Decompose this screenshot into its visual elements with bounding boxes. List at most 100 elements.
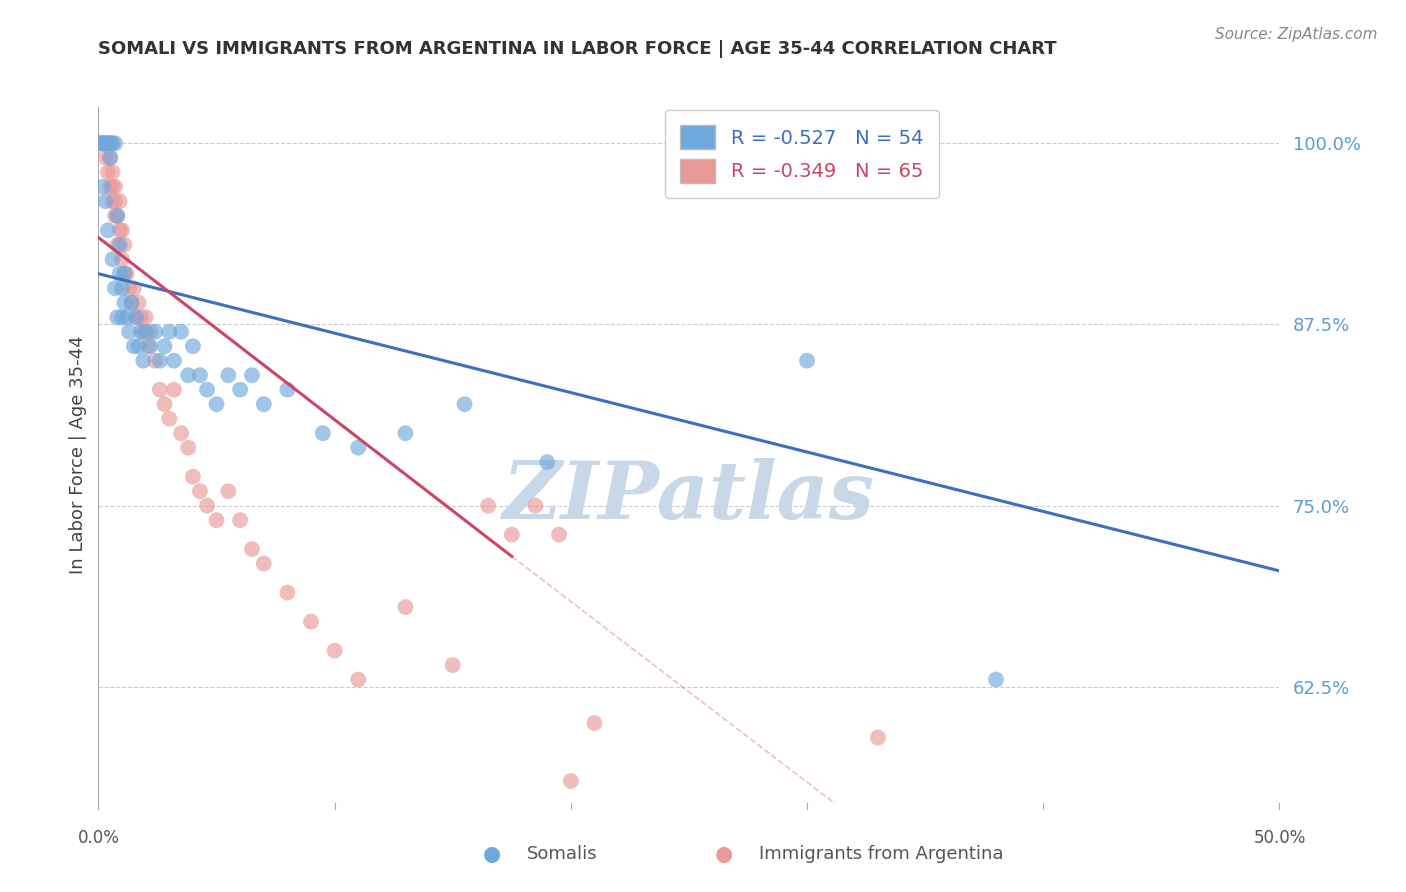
Point	[132, 353, 155, 368]
Point	[111, 223, 134, 237]
Point	[121, 295, 143, 310]
Point	[121, 295, 143, 310]
Point	[143, 353, 166, 368]
Point	[111, 281, 134, 295]
Point	[94, 136, 117, 151]
Point	[101, 194, 124, 209]
Point	[104, 179, 127, 194]
Point	[129, 325, 152, 339]
Point	[98, 136, 121, 151]
Point	[101, 165, 124, 179]
Point	[347, 441, 370, 455]
Point	[104, 281, 127, 295]
Point	[125, 310, 148, 325]
Point	[240, 368, 263, 383]
Point	[170, 426, 193, 441]
Point	[536, 455, 558, 469]
Point	[105, 209, 128, 223]
Point	[143, 325, 166, 339]
Point	[98, 179, 121, 194]
Point	[108, 223, 131, 237]
Text: Somalis: Somalis	[527, 845, 598, 863]
Point	[111, 252, 134, 267]
Point	[101, 136, 124, 151]
Point	[149, 353, 172, 368]
Point	[181, 339, 204, 353]
Point	[105, 209, 128, 223]
Point	[139, 339, 162, 353]
Point	[453, 397, 475, 411]
Text: ZIPatlas: ZIPatlas	[503, 458, 875, 535]
Point	[104, 194, 127, 209]
Point	[205, 513, 228, 527]
Point	[94, 151, 117, 165]
Point	[163, 383, 186, 397]
Point	[583, 716, 606, 731]
Point	[229, 383, 252, 397]
Point	[394, 600, 416, 615]
Point	[240, 542, 263, 557]
Point	[163, 353, 186, 368]
Point	[394, 426, 416, 441]
Point	[253, 397, 276, 411]
Point	[276, 585, 298, 599]
Legend: R = -0.527   N = 54, R = -0.349   N = 65: R = -0.527 N = 54, R = -0.349 N = 65	[665, 110, 939, 198]
Point	[441, 658, 464, 673]
Point	[122, 339, 145, 353]
Point	[188, 484, 211, 499]
Text: ●: ●	[716, 844, 733, 863]
Point	[101, 252, 124, 267]
Point	[91, 179, 114, 194]
Point	[115, 310, 138, 325]
Point	[91, 136, 114, 151]
Point	[112, 295, 135, 310]
Point	[108, 194, 131, 209]
Point	[91, 136, 114, 151]
Point	[524, 499, 547, 513]
Point	[177, 368, 200, 383]
Point	[105, 310, 128, 325]
Point	[118, 281, 141, 295]
Point	[312, 426, 335, 441]
Text: Source: ZipAtlas.com: Source: ZipAtlas.com	[1215, 27, 1378, 42]
Point	[347, 673, 370, 687]
Point	[128, 295, 150, 310]
Point	[560, 774, 582, 789]
Point	[122, 281, 145, 295]
Text: 0.0%: 0.0%	[77, 829, 120, 847]
Point	[97, 136, 120, 151]
Text: Immigrants from Argentina: Immigrants from Argentina	[759, 845, 1004, 863]
Point	[135, 310, 157, 325]
Point	[91, 136, 114, 151]
Point	[90, 136, 112, 151]
Point	[205, 397, 228, 411]
Point	[125, 310, 148, 325]
Point	[94, 194, 117, 209]
Point	[548, 527, 571, 541]
Point	[112, 237, 135, 252]
Point	[139, 325, 162, 339]
Point	[796, 353, 818, 368]
Point	[108, 267, 131, 281]
Point	[94, 136, 117, 151]
Point	[90, 136, 112, 151]
Point	[170, 325, 193, 339]
Point	[128, 339, 150, 353]
Point	[111, 310, 134, 325]
Point	[217, 368, 239, 383]
Point	[217, 484, 239, 499]
Text: SOMALI VS IMMIGRANTS FROM ARGENTINA IN LABOR FORCE | AGE 35-44 CORRELATION CHART: SOMALI VS IMMIGRANTS FROM ARGENTINA IN L…	[98, 40, 1057, 58]
Point	[157, 411, 180, 425]
Point	[253, 557, 276, 571]
Point	[157, 325, 180, 339]
Text: 50.0%: 50.0%	[1253, 829, 1306, 847]
Point	[477, 499, 499, 513]
Point	[299, 615, 322, 629]
Point	[104, 136, 127, 151]
Point	[94, 136, 117, 151]
Point	[181, 469, 204, 483]
Point	[135, 325, 157, 339]
Point	[118, 325, 141, 339]
Point	[98, 136, 121, 151]
Point	[97, 223, 120, 237]
